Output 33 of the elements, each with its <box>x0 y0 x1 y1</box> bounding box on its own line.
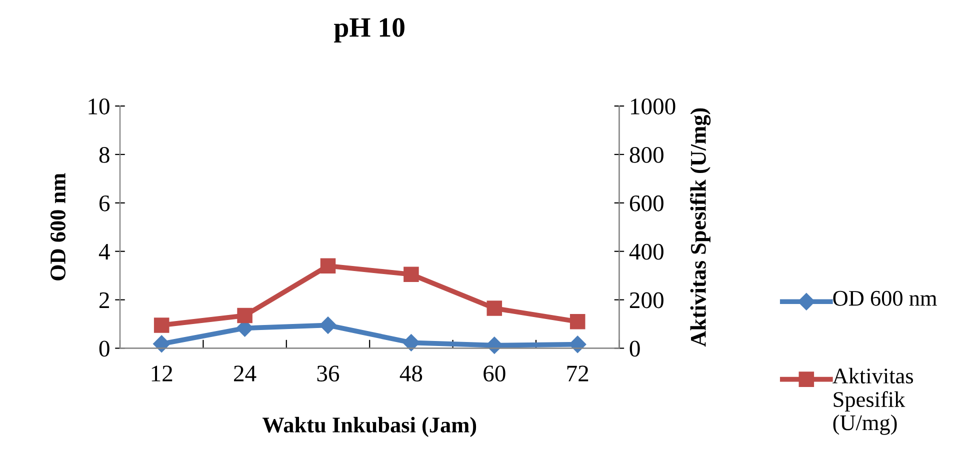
point <box>237 308 252 324</box>
legend-label: Aktivitas Spesifik (U/mg) <box>832 368 913 435</box>
point <box>320 258 336 274</box>
y-axis-title: OD 600 nm <box>50 173 66 280</box>
y2-tick-label: 1000 <box>631 98 676 114</box>
x-tick-label: 12 <box>152 366 172 382</box>
y-tick-label: 4 <box>98 244 110 260</box>
y2-tick-label: 0 <box>630 340 640 357</box>
x-tick-label: 48 <box>400 366 422 382</box>
point <box>404 266 419 282</box>
chart-title: pH 10 <box>334 18 404 42</box>
point <box>154 318 170 333</box>
x-tick-label: 24 <box>234 366 256 382</box>
y-tick-label: 2 <box>100 292 109 308</box>
y-tick-label: 10 <box>88 98 110 114</box>
y2-axis-title: Aktivitas Spesifik (U/mg) <box>690 108 711 347</box>
legend-label: OD 600 nm <box>833 290 937 306</box>
y-tick-label: 0 <box>99 340 110 357</box>
y2-tick-label: 800 <box>630 146 664 163</box>
x-axis-title: Waktu Inkubasi (Jam) <box>262 416 476 438</box>
y2-tick-label: 600 <box>630 195 664 212</box>
point <box>486 300 502 316</box>
y-tick-label: 6 <box>99 195 110 212</box>
point <box>570 314 586 330</box>
y2-tick-label: 200 <box>630 292 664 308</box>
y-tick-label: 8 <box>99 146 110 163</box>
point <box>569 336 586 353</box>
x-tick-label: 60 <box>484 366 506 382</box>
point <box>153 335 170 352</box>
x-tick-label: 72 <box>567 366 588 382</box>
y2-tick-label: 400 <box>629 244 664 260</box>
point <box>402 334 420 352</box>
x-tick-label: 36 <box>317 366 340 382</box>
